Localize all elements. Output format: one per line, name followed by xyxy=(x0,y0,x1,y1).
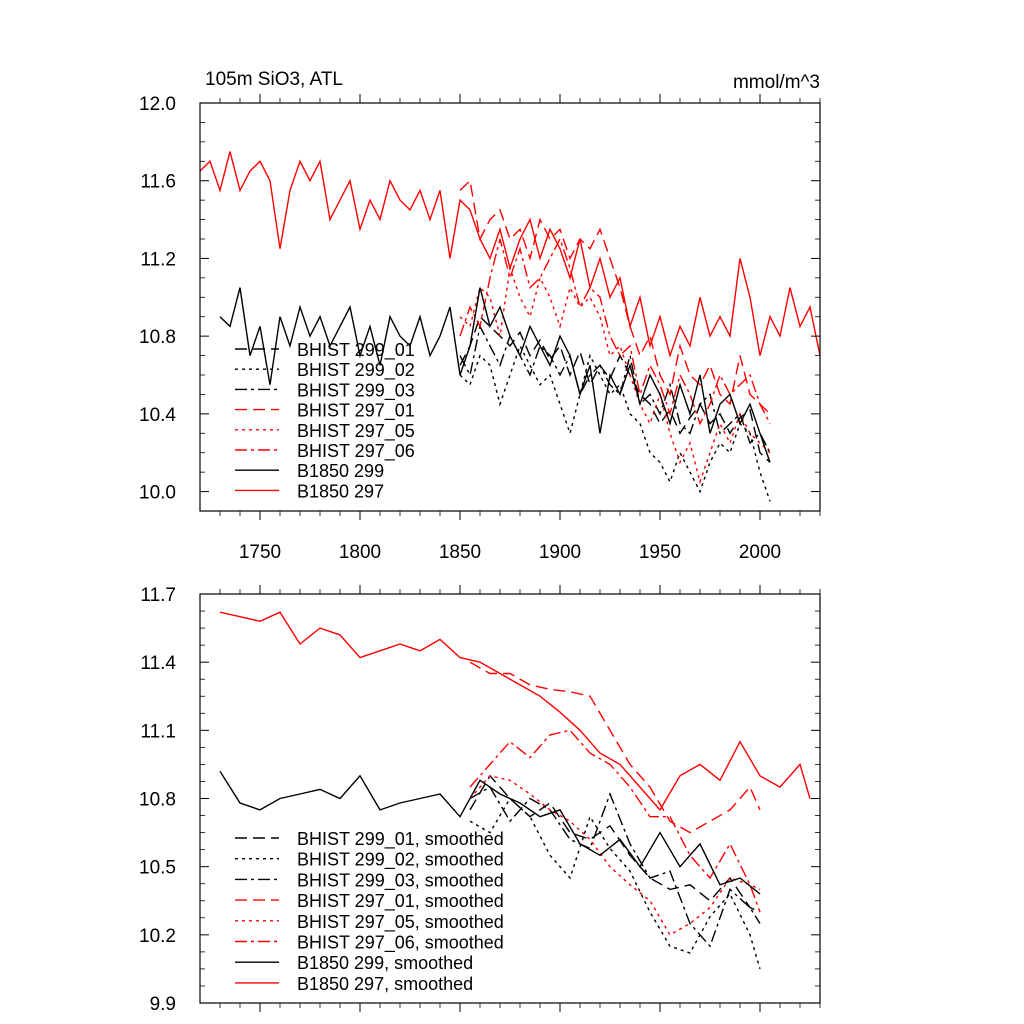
legend-label: BHIST 299_01 xyxy=(297,340,415,361)
y-tick-label: 11.1 xyxy=(140,721,176,742)
series-line-0-0 xyxy=(459,315,771,463)
series-line-1-5 xyxy=(469,729,761,913)
x-tick-label: 1850 xyxy=(439,542,481,563)
x-tick-label: 1900 xyxy=(539,542,581,563)
series-line-0-3 xyxy=(459,179,771,415)
units-label: mmol/m^3 xyxy=(733,72,820,93)
y-tick-label: 10.5 xyxy=(139,858,176,879)
legend-label: BHIST 299_02, smoothed xyxy=(297,850,504,871)
x-tick-label: 2000 xyxy=(739,542,781,563)
y-tick-label: 10.8 xyxy=(139,790,176,811)
legend-label: BHIST 299_02 xyxy=(297,360,415,381)
legend-label: BHIST 297_06 xyxy=(297,441,415,462)
chart-title: 105m SiO3, ATL xyxy=(205,69,343,90)
y-tick-label: 10.2 xyxy=(139,926,176,947)
y-tick-label: 12.0 xyxy=(139,94,176,115)
legend-label: BHIST 297_05 xyxy=(297,421,415,442)
legend-label: BHIST 297_01 xyxy=(297,401,415,422)
series-line-0-5 xyxy=(459,237,771,426)
series-line-1-4 xyxy=(469,775,761,936)
y-tick-label: 10.0 xyxy=(139,483,176,504)
y-tick-label: 9.9 xyxy=(150,994,176,1015)
legend-label: BHIST 297_05, smoothed xyxy=(297,912,504,933)
bottom-panel: 9.9 10.2 10.5 10.8 11.1 11.4 11.7 BHIST 299_01,… xyxy=(139,585,821,1015)
series-line-0-6 xyxy=(219,287,771,463)
legend-label: BHIST 297_01, smoothed xyxy=(297,891,504,912)
series-line-1-6 xyxy=(219,770,761,895)
legend-label: BHIST 299_03 xyxy=(297,380,415,401)
y-tick-label: 10.8 xyxy=(139,327,176,348)
top-panel: 105m SiO3, ATL mmol/m^3 10.0 10.4 10.8 11.2… xyxy=(139,69,821,563)
legend-label: BHIST 297_06, smoothed xyxy=(297,933,504,954)
plot-frame xyxy=(199,102,821,512)
y-tick-label: 11.6 xyxy=(140,172,176,193)
y-tick-label: 11.7 xyxy=(140,585,176,606)
legend-label: BHIST 299_01, smoothed xyxy=(297,829,504,850)
x-tick-label: 1950 xyxy=(639,542,681,563)
series-line-0-1 xyxy=(459,344,771,502)
x-tick-label: 1800 xyxy=(339,542,381,563)
series-line-1-1 xyxy=(469,797,761,970)
series-line-1-2 xyxy=(469,786,761,948)
legend-label: BHIST 299_03, smoothed xyxy=(297,870,504,891)
x-tick-label: 1750 xyxy=(239,542,281,563)
y-tick-label: 11.4 xyxy=(140,653,176,674)
series-line-0-4 xyxy=(459,267,771,485)
y-tick-label: 11.2 xyxy=(140,249,176,270)
y-tick-label: 10.4 xyxy=(139,405,176,426)
legend-label: B1850 299 xyxy=(297,461,384,481)
legend-label: B1850 297, smoothed xyxy=(297,974,473,994)
legend-label: B1850 299, smoothed xyxy=(297,953,473,973)
series-line-0-7 xyxy=(199,151,821,359)
series-line-1-3 xyxy=(469,661,761,834)
series-line-1-7 xyxy=(219,611,811,812)
legend-label: B1850 297 xyxy=(297,481,384,501)
